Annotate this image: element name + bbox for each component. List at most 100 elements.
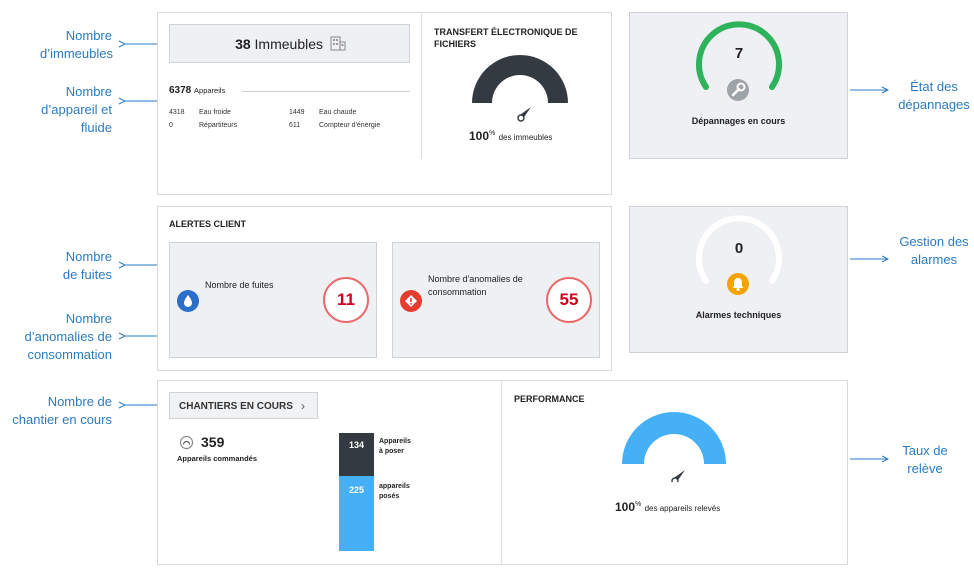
performance-gauge	[622, 412, 726, 482]
device-label: Répartiteurs	[199, 122, 238, 129]
alarms-label: Alarmes techniques	[695, 310, 782, 320]
performance-percent-sign: %	[635, 501, 642, 508]
transfer-suffix: des immeubles	[498, 133, 553, 142]
leaks-label: Nombre de fuites	[205, 280, 274, 290]
repairs-label: Dépannages en cours	[691, 116, 786, 126]
repairs-gauge-arc	[696, 21, 782, 90]
anomalies-badge: 55	[546, 277, 592, 323]
bell-icon	[727, 273, 749, 295]
to-install-bar: 134	[339, 433, 374, 476]
annotation-line: Nombre de	[47, 394, 112, 409]
performance-gauge-arc	[622, 412, 726, 464]
buildings-count: 38	[235, 36, 251, 52]
annotation-nombre-anomalies: Nombre d’anomalies de consommation	[10, 310, 112, 364]
transfer-percent-sign: %	[489, 130, 496, 137]
annotation-nombre-appareil: Nombre d’appareil et fluide	[40, 83, 112, 137]
gauge-needle-icon	[671, 470, 685, 482]
annotation-line: fluide	[80, 120, 112, 135]
annotation-line: d’appareil et	[41, 102, 112, 117]
annotation-line: Nombre	[65, 28, 112, 43]
annotation-line: Taux de	[902, 443, 948, 458]
anomalies-label: Nombre d'anomalies de consommation	[428, 273, 523, 299]
wrench-icon	[727, 79, 749, 101]
alarms-value: 0	[734, 240, 744, 257]
annotation-gestion-alarmes: Gestion des alarmes	[895, 233, 973, 269]
performance-percent-row: 100% des appareils relevés	[615, 500, 720, 514]
worksites-ordered-label: Appareils commandés	[177, 454, 258, 463]
annotation-line: relève	[907, 461, 943, 476]
annotation-etat-depannages: État des dépannages	[895, 78, 973, 114]
annotation-line: dépannages	[898, 97, 970, 112]
transfer-gauge	[472, 55, 568, 122]
to-install-value: 134	[348, 440, 365, 450]
installed-label-line: posés	[379, 493, 400, 500]
device-value: 0	[169, 122, 173, 129]
transfer-title: TRANSFERT ÉLECTRONIQUE DE FICHIERS	[434, 26, 578, 50]
chevron-right-icon: ›	[301, 399, 305, 413]
performance-suffix: des appareils relevés	[644, 504, 721, 513]
summary-vertical-divider	[421, 14, 422, 159]
transfer-gauge-arc	[472, 55, 568, 103]
performance-percent: 100	[615, 500, 636, 514]
annotation-line: Nombre	[65, 311, 112, 326]
annotation-nombre-immeubles: Nombre d’immeubles	[40, 27, 113, 63]
annotation-line: alarmes	[910, 252, 958, 267]
installed-label-line: appareils	[379, 483, 410, 490]
annotation-taux-releve: Taux de relève	[895, 442, 955, 478]
repairs-value: 7	[734, 45, 744, 62]
annotation-nombre-chantier: Nombre de chantier en cours	[0, 393, 112, 429]
alerts-title: ALERTES CLIENT	[169, 219, 247, 229]
building-icon	[330, 36, 346, 51]
device-label: Eau froide	[199, 109, 231, 116]
device-value: 4318	[169, 109, 185, 116]
buildings-box[interactable]: 38 Immeubles	[169, 24, 410, 63]
annotation-line: consommation	[27, 347, 112, 362]
devices-total: 6378	[169, 85, 192, 96]
device-value: 611	[289, 122, 301, 129]
device-label: Compteur d'énergie	[319, 122, 381, 129]
water-drop-icon	[177, 290, 199, 312]
bottom-vertical-divider	[501, 381, 502, 564]
meter-icon	[179, 435, 194, 450]
anomalies-label-line: consommation	[428, 287, 487, 297]
repairs-gauge	[696, 21, 782, 90]
transfer-title-line: TRANSFERT ÉLECTRONIQUE DE	[434, 27, 578, 37]
worksites-button-label: CHANTIERS EN COURS	[179, 401, 293, 412]
leaks-badge: 11	[323, 277, 369, 323]
installed-bar: 225	[339, 476, 374, 551]
devices-divider	[242, 91, 410, 92]
transfer-percent-row: 100% des immeubles	[469, 129, 552, 143]
annotation-line: Nombre	[65, 249, 112, 264]
transfer-title-line: FICHIERS	[434, 39, 477, 49]
annotation-line: chantier en cours	[12, 412, 112, 427]
annotation-line: Gestion des	[899, 234, 969, 249]
to-install-label: Appareils à poser	[379, 437, 411, 457]
installed-label: appareils posés	[379, 482, 410, 502]
devices-total-row: 6378 Appareils	[169, 85, 225, 96]
transfer-percent: 100	[469, 129, 490, 143]
devices-total-label: Appareils	[194, 86, 226, 95]
buildings-count-row: 38 Immeubles	[170, 36, 411, 52]
gauge-needle-icon	[517, 107, 531, 122]
to-install-label-line: Appareils	[379, 438, 411, 445]
annotation-line: État des	[910, 79, 958, 94]
alarms-gauge	[696, 215, 782, 284]
installed-value: 225	[348, 485, 365, 495]
alarms-gauge-arc	[696, 215, 782, 284]
to-install-label-line: à poser	[379, 448, 404, 455]
warning-diamond-icon	[400, 290, 422, 312]
annotation-line: d’anomalies de	[24, 329, 112, 344]
worksites-ordered-value: 359	[201, 434, 225, 450]
worksites-button[interactable]: CHANTIERS EN COURS ›	[169, 392, 318, 419]
device-label: Eau chaude	[319, 109, 357, 116]
annotation-line: de fuites	[62, 267, 112, 282]
anomalies-value: 55	[559, 290, 579, 309]
device-value: 1449	[289, 109, 305, 116]
annotation-nombre-fuites: Nombre de fuites	[40, 248, 112, 284]
annotation-line: Nombre	[65, 84, 112, 99]
leaks-value: 11	[337, 290, 355, 309]
buildings-label: Immeubles	[254, 36, 324, 52]
anomalies-label-line: Nombre d'anomalies de	[428, 274, 523, 284]
annotation-line: d’immeubles	[40, 46, 113, 61]
performance-title: PERFORMANCE	[514, 394, 585, 404]
